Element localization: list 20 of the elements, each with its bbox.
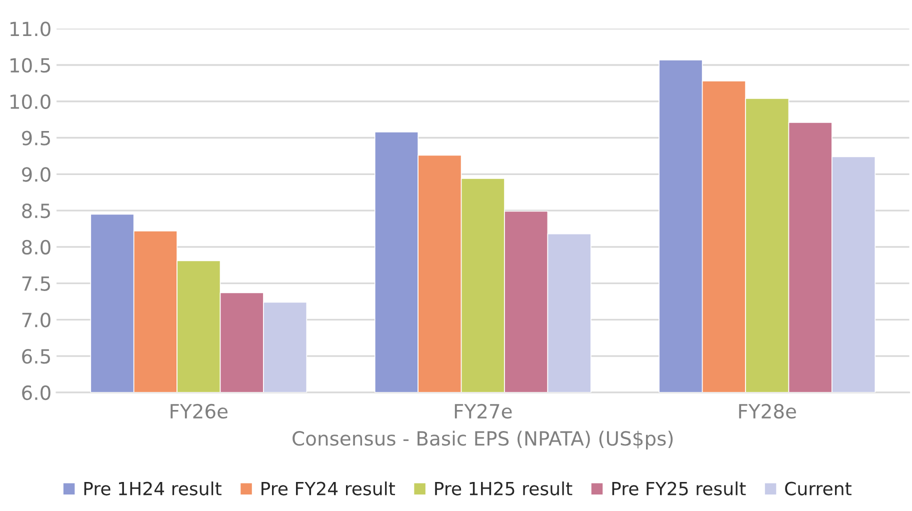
legend-label: Pre FY24 result (262, 481, 396, 496)
y-tick-label: 10.0 (10, 94, 50, 110)
y-tick-label: 6.5 (22, 349, 50, 364)
legend-label: Pre FY25 result (612, 481, 746, 496)
y-tick-label: 10.5 (10, 58, 50, 73)
x-axis-title: Consensus - Basic EPS (NPATA) (US$ps) (292, 430, 673, 450)
y-tick-label: 6.0 (22, 385, 50, 400)
y-tick-label: 9.0 (22, 167, 50, 182)
x-tick-label: FY26e (170, 404, 228, 419)
y-tick-label: 7.0 (22, 312, 50, 328)
y-tick-label: 7.5 (22, 276, 50, 291)
y-tick-label: 8.0 (22, 240, 50, 255)
y-tick-label: 11.0 (10, 22, 50, 36)
x-tick-label: FY28e (739, 404, 796, 419)
legend-label: Pre 1H25 result (435, 481, 572, 496)
y-tick-label: 8.5 (22, 203, 50, 218)
legend-label: Current (785, 482, 852, 496)
legend-label: Pre 1H24 result (84, 481, 222, 496)
y-tick-label: 9.5 (22, 130, 50, 146)
x-tick-label: FY27e (454, 404, 512, 419)
